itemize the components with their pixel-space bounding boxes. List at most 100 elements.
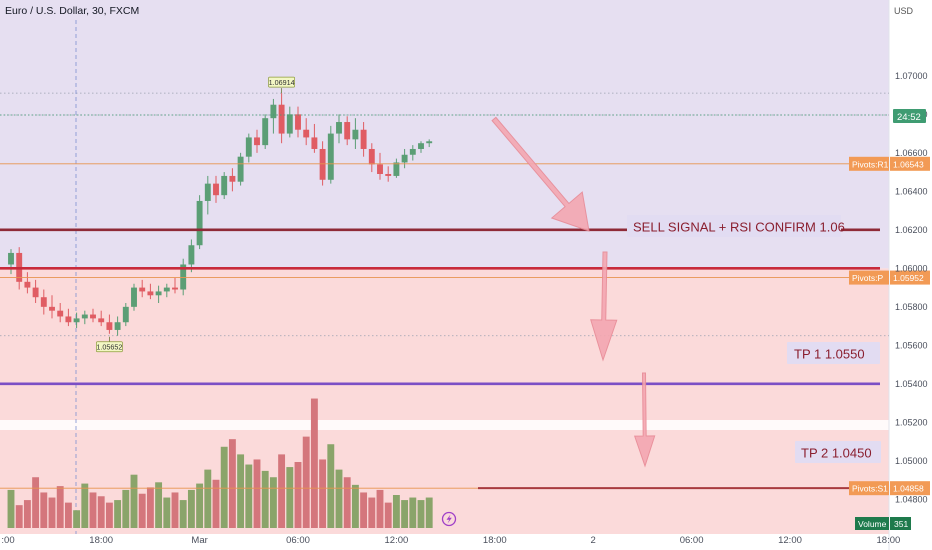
candle-48 [401, 148, 408, 169]
candle-body-5 [49, 306, 55, 311]
candle-27 [229, 168, 236, 192]
candle-31 [262, 114, 269, 149]
volume-bar-3 [32, 477, 40, 528]
candle-body-3 [32, 287, 39, 298]
volume-bar-50 [417, 500, 425, 528]
volume-badge-value-bg [890, 517, 911, 530]
chart-annotations: 1.06914 1.05652 [96, 76, 295, 353]
current-price-tag-text: 24:52 [897, 112, 921, 123]
pivot-price-bg-2 [890, 481, 930, 496]
volume-bar-23 [196, 483, 204, 528]
candle-body-42 [352, 129, 359, 140]
candle-body-32 [270, 104, 277, 119]
candle-body-33 [278, 104, 285, 134]
candles [8, 93, 433, 336]
volume-bar-2 [23, 500, 31, 528]
volume-bar-45 [376, 489, 384, 528]
candle-37 [311, 123, 318, 153]
volume-bar-30 [253, 459, 261, 528]
candle-body-13 [114, 322, 121, 330]
candle-45 [377, 152, 383, 180]
volume-bar-40 [335, 469, 343, 528]
volume-bar-38 [319, 459, 327, 528]
volume-bar-9 [81, 483, 89, 528]
candle-body-36 [303, 129, 310, 138]
annotation-text-1: 1.05652 [96, 342, 122, 351]
volume-bar-22 [187, 489, 195, 528]
volume-bar-47 [392, 495, 400, 528]
candle-47 [393, 158, 400, 178]
volume-bar-33 [278, 454, 286, 528]
candle-body-31 [262, 118, 269, 146]
candle-49 [409, 145, 416, 161]
volume-bar-31 [261, 470, 269, 528]
x-tick-3: 06:00 [286, 535, 310, 546]
pivot-name-bg-0 [849, 156, 889, 171]
volume-bar-41 [343, 477, 351, 528]
candle-5 [49, 295, 55, 319]
candle-body-46 [385, 174, 392, 176]
volume-badge: Volume 351 [855, 517, 911, 530]
candle-34 [286, 106, 293, 138]
candle-body-17 [147, 291, 154, 296]
y-tick-6: 1.05800 [895, 302, 928, 312]
candle-body-29 [245, 137, 252, 157]
arrow-tp2 [633, 372, 656, 468]
signal-arrows [491, 116, 656, 468]
bg-volume-divider [0, 420, 889, 430]
pivot-name-1: Pivots:P [852, 273, 884, 283]
volume-bars [7, 398, 433, 528]
candle-body-41 [344, 122, 351, 140]
volume-bar-20 [171, 492, 179, 528]
volume-bar-15 [130, 474, 138, 528]
x-tick-6: 2 [591, 535, 596, 546]
pivot-price-bg-0 [890, 156, 930, 171]
candle-23 [196, 195, 203, 250]
x-tick-9: 18:00 [877, 535, 901, 546]
candle-body-14 [122, 306, 129, 323]
volume-bar-19 [163, 497, 171, 528]
lightning-icon[interactable] [441, 511, 457, 527]
x-tick-2: Mar [191, 535, 207, 546]
candle-body-22 [188, 245, 195, 265]
y-tick-3: 1.06400 [895, 187, 928, 197]
volume-bar-18 [155, 482, 163, 528]
candle-body-11 [98, 318, 105, 323]
x-tick-0: :00 [1, 535, 14, 546]
volume-bar-26 [220, 446, 228, 528]
volume-bar-28 [237, 454, 245, 528]
candle-body-10 [90, 314, 96, 319]
volume-bar-17 [146, 487, 154, 528]
candle-9 [81, 310, 88, 325]
candle-body-45 [377, 164, 383, 175]
candle-29 [245, 133, 252, 163]
current-price-tag-bg [893, 109, 926, 123]
candle-17 [147, 283, 154, 300]
signal-sell: SELL SIGNAL + RSI CONFIRM 1.06 [627, 215, 845, 237]
x-tick-1: 18:00 [89, 535, 113, 546]
arrow-tp1 [590, 251, 618, 362]
candle-body-26 [221, 175, 228, 196]
candle-body-2 [24, 281, 31, 288]
y-tick-7: 1.05600 [895, 341, 928, 351]
volume-bar-36 [302, 436, 310, 528]
pivot-price-1: 1.05952 [893, 273, 924, 283]
candle-0 [8, 249, 14, 275]
candle-body-9 [81, 314, 88, 319]
signal-tp1: TP 1 1.0550 [787, 342, 880, 364]
volume-badge-value: 351 [894, 519, 908, 529]
candle-body-20 [172, 287, 178, 290]
candle-20 [172, 277, 178, 294]
candle-body-49 [409, 148, 416, 155]
y-tick-4: 1.06200 [895, 225, 928, 235]
candle-42 [352, 118, 359, 149]
candle-35 [295, 106, 301, 138]
candle-body-21 [180, 264, 187, 290]
candle-10 [90, 308, 96, 323]
candle-41 [344, 116, 351, 146]
volume-bar-6 [56, 486, 64, 528]
candle-32 [270, 98, 277, 134]
signal-sell-box [627, 215, 841, 237]
candle-body-27 [229, 175, 236, 182]
